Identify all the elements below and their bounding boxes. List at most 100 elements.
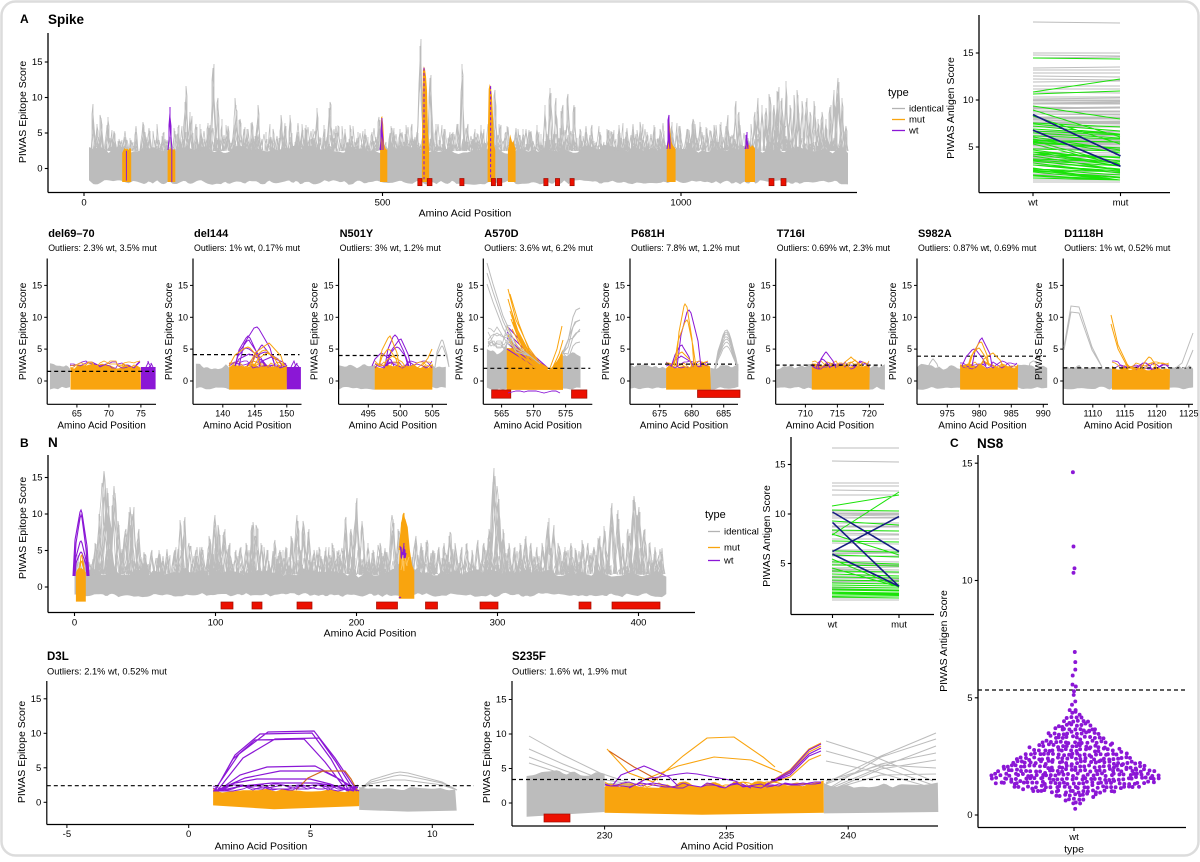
svg-text:15: 15 — [775, 460, 786, 471]
svg-text:200: 200 — [349, 618, 365, 629]
svg-text:5: 5 — [37, 546, 42, 557]
svg-text:0: 0 — [183, 376, 188, 386]
svg-text:type: type — [705, 509, 726, 521]
svg-text:PIWAS Epitope Score: PIWAS Epitope Score — [16, 701, 28, 803]
svg-text:N: N — [48, 435, 58, 450]
svg-text:685: 685 — [716, 409, 731, 419]
svg-text:Amino Acid Position: Amino Acid Position — [419, 208, 512, 220]
svg-text:975: 975 — [940, 409, 955, 419]
svg-text:1125: 1125 — [1179, 409, 1198, 419]
svg-text:5: 5 — [766, 344, 771, 354]
svg-text:15: 15 — [761, 280, 771, 290]
svg-text:T716I: T716I — [777, 228, 805, 240]
svg-text:A: A — [20, 12, 29, 26]
svg-text:0: 0 — [501, 798, 506, 809]
svg-text:15: 15 — [324, 280, 334, 290]
svg-text:PIWAS Antigen Score: PIWAS Antigen Score — [945, 57, 957, 159]
svg-text:0: 0 — [72, 618, 77, 629]
svg-text:del69–70: del69–70 — [48, 228, 94, 240]
svg-text:Amino Acid Position: Amino Acid Position — [681, 841, 774, 853]
svg-text:Amino Acid Position: Amino Acid Position — [349, 421, 437, 432]
svg-text:10: 10 — [1048, 312, 1058, 322]
svg-text:Outliers: 3% wt, 1.2% mut: Outliers: 3% wt, 1.2% mut — [340, 243, 442, 253]
svg-text:0: 0 — [186, 829, 191, 840]
svg-text:10: 10 — [775, 509, 786, 520]
svg-text:680: 680 — [684, 409, 699, 419]
svg-text:1110: 1110 — [1083, 409, 1102, 419]
svg-text:15: 15 — [615, 280, 625, 290]
svg-text:mut: mut — [1113, 198, 1129, 209]
svg-text:10: 10 — [31, 728, 42, 739]
svg-text:N501Y: N501Y — [340, 228, 374, 240]
svg-text:mut: mut — [891, 620, 907, 631]
svg-text:identical: identical — [909, 104, 944, 115]
svg-text:70: 70 — [104, 409, 114, 419]
svg-text:PIWAS Epitope Score: PIWAS Epitope Score — [888, 282, 899, 380]
svg-text:15: 15 — [496, 695, 507, 706]
svg-text:5: 5 — [968, 142, 973, 153]
svg-text:5: 5 — [967, 693, 972, 704]
svg-text:65: 65 — [72, 409, 82, 419]
svg-text:Amino Acid Position: Amino Acid Position — [494, 421, 582, 432]
svg-text:300: 300 — [490, 618, 506, 629]
svg-text:10: 10 — [962, 576, 973, 587]
svg-text:0: 0 — [37, 164, 42, 175]
svg-text:Amino Acid Position: Amino Acid Position — [938, 421, 1026, 432]
svg-text:PIWAS Epitope Score: PIWAS Epitope Score — [481, 701, 493, 803]
svg-text:500: 500 — [393, 409, 408, 419]
svg-text:10: 10 — [32, 93, 43, 104]
svg-text:0: 0 — [620, 376, 625, 386]
svg-text:Spike: Spike — [48, 12, 85, 27]
svg-text:240: 240 — [840, 831, 856, 842]
svg-text:575: 575 — [558, 409, 573, 419]
svg-text:10: 10 — [178, 312, 188, 322]
svg-text:S235F: S235F — [512, 651, 546, 663]
svg-text:985: 985 — [1004, 409, 1019, 419]
svg-text:wt: wt — [908, 126, 919, 137]
svg-text:140: 140 — [215, 409, 230, 419]
svg-text:0: 0 — [766, 376, 771, 386]
svg-text:type: type — [888, 87, 909, 99]
svg-text:wt: wt — [827, 620, 838, 631]
svg-text:10: 10 — [468, 312, 478, 322]
svg-text:PIWAS Epitope Score: PIWAS Epitope Score — [164, 282, 175, 380]
svg-text:10: 10 — [324, 312, 334, 322]
svg-text:5: 5 — [37, 128, 42, 139]
svg-text:5: 5 — [780, 559, 785, 570]
svg-text:Outliers: 1.6% wt, 1.9% mut: Outliers: 1.6% wt, 1.9% mut — [512, 667, 627, 677]
svg-text:5: 5 — [36, 763, 41, 774]
svg-text:5: 5 — [620, 344, 625, 354]
svg-text:15: 15 — [32, 280, 42, 290]
svg-text:type: type — [1064, 844, 1084, 856]
svg-text:1120: 1120 — [1147, 409, 1166, 419]
svg-text:5: 5 — [183, 344, 188, 354]
svg-text:Outliers: 0.69% wt, 2.3% mut: Outliers: 0.69% wt, 2.3% mut — [777, 243, 891, 253]
svg-text:10: 10 — [615, 312, 625, 322]
svg-text:PIWAS Epitope Score: PIWAS Epitope Score — [601, 282, 612, 380]
svg-text:1000: 1000 — [670, 198, 691, 209]
svg-text:PIWAS Epitope Score: PIWAS Epitope Score — [310, 282, 321, 380]
svg-text:Outliers: 1% wt, 0.52% mut: Outliers: 1% wt, 0.52% mut — [1064, 243, 1171, 253]
svg-text:PIWAS Antigen Score: PIWAS Antigen Score — [761, 485, 773, 587]
svg-text:0: 0 — [1053, 376, 1058, 386]
svg-text:Amino Acid Position: Amino Acid Position — [57, 421, 145, 432]
svg-text:C: C — [950, 436, 959, 450]
svg-text:wt: wt — [1068, 832, 1079, 843]
svg-text:Outliers: 2.1% wt, 0.52% mut: Outliers: 2.1% wt, 0.52% mut — [47, 667, 167, 677]
svg-text:235: 235 — [718, 831, 734, 842]
svg-text:720: 720 — [862, 409, 877, 419]
svg-text:15: 15 — [468, 280, 478, 290]
svg-text:del144: del144 — [194, 228, 229, 240]
svg-text:0: 0 — [967, 810, 972, 821]
svg-text:Outliers: 3.6% wt, 6.2% mut: Outliers: 3.6% wt, 6.2% mut — [484, 243, 593, 253]
svg-text:Outliers: 0.87% wt, 0.69% mut: Outliers: 0.87% wt, 0.69% mut — [918, 243, 1037, 253]
svg-text:S982A: S982A — [918, 228, 952, 240]
svg-text:wt: wt — [1027, 198, 1038, 209]
svg-text:10: 10 — [32, 312, 42, 322]
svg-text:10: 10 — [427, 829, 438, 840]
svg-text:980: 980 — [972, 409, 987, 419]
svg-text:15: 15 — [963, 48, 974, 59]
svg-text:565: 565 — [494, 409, 509, 419]
svg-text:mut: mut — [724, 543, 740, 554]
svg-text:15: 15 — [178, 280, 188, 290]
